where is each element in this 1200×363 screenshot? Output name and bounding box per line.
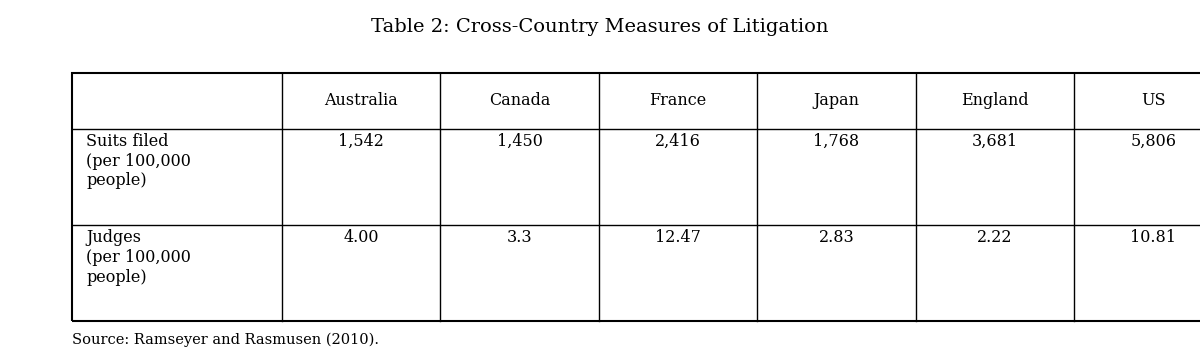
Text: 3.3: 3.3 [506, 229, 533, 246]
Text: US: US [1141, 92, 1165, 109]
Text: 4.00: 4.00 [343, 229, 379, 246]
Text: Suits filed
(per 100,000
people): Suits filed (per 100,000 people) [86, 133, 191, 189]
Text: Japan: Japan [814, 92, 859, 109]
Text: 3,681: 3,681 [972, 133, 1018, 150]
Text: 12.47: 12.47 [655, 229, 701, 246]
Text: Judges
(per 100,000
people): Judges (per 100,000 people) [86, 229, 191, 286]
Text: 1,542: 1,542 [338, 133, 384, 150]
Text: 1,768: 1,768 [814, 133, 859, 150]
Text: Table 2: Cross-Country Measures of Litigation: Table 2: Cross-Country Measures of Litig… [371, 18, 829, 36]
Text: France: France [649, 92, 707, 109]
Text: Source: Ramseyer and Rasmusen (2010).: Source: Ramseyer and Rasmusen (2010). [72, 332, 379, 347]
Text: Canada: Canada [488, 92, 551, 109]
Text: 5,806: 5,806 [1130, 133, 1176, 150]
Text: 2.83: 2.83 [818, 229, 854, 246]
Text: 10.81: 10.81 [1130, 229, 1176, 246]
Text: England: England [961, 92, 1028, 109]
Text: Australia: Australia [324, 92, 398, 109]
Text: 2.22: 2.22 [977, 229, 1013, 246]
Text: 1,450: 1,450 [497, 133, 542, 150]
Text: 2,416: 2,416 [655, 133, 701, 150]
